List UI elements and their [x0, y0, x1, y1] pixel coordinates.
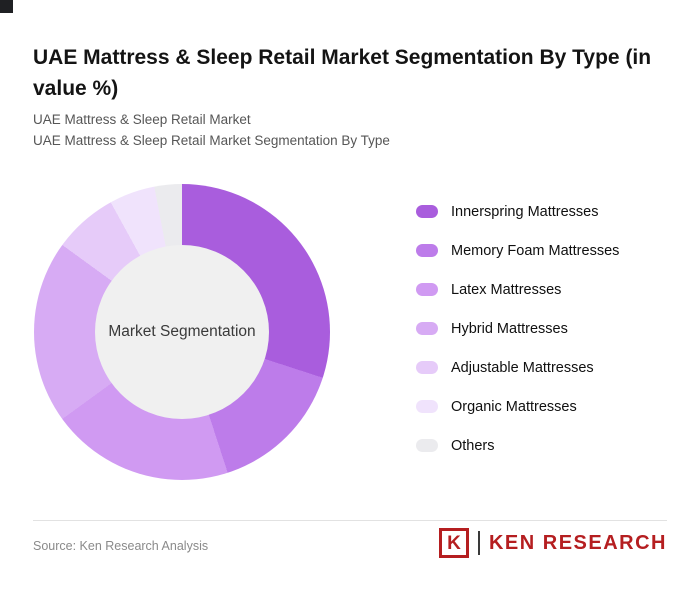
page-title: UAE Mattress & Sleep Retail Market Segme… — [33, 46, 652, 101]
legend-item: Organic Mattresses — [416, 398, 619, 415]
legend-item: Adjustable Mattresses — [416, 359, 619, 376]
legend-swatch — [416, 400, 438, 413]
legend-swatch — [416, 205, 438, 218]
legend-item: Hybrid Mattresses — [416, 320, 619, 337]
window-corner-artifact — [0, 0, 13, 13]
chart-legend: Innerspring Mattresses Memory Foam Mattr… — [416, 203, 620, 454]
legend-item: Innerspring Mattresses — [416, 203, 619, 220]
footer-divider — [33, 520, 667, 521]
donut-hole: Market Segmentation — [95, 245, 269, 419]
legend-label: Memory Foam Mattresses — [451, 242, 620, 259]
subtitle-line-1: UAE Mattress & Sleep Retail Market — [33, 112, 251, 127]
legend-swatch — [416, 361, 438, 374]
legend-label: Hybrid Mattresses — [451, 320, 568, 337]
legend-swatch — [416, 283, 438, 296]
legend-swatch — [416, 244, 438, 257]
legend-label: Latex Mattresses — [451, 281, 562, 298]
donut-center-label: Market Segmentation — [108, 323, 256, 340]
legend-label: Others — [451, 437, 495, 454]
legend-swatch — [416, 322, 438, 335]
legend-item: Others — [416, 437, 619, 454]
subtitle-line-2: UAE Mattress & Sleep Retail Market Segme… — [33, 133, 390, 148]
source-text: Source: Ken Research Analysis — [33, 539, 209, 553]
legend-label: Innerspring Mattresses — [451, 203, 599, 220]
chart-subtitles: UAE Mattress & Sleep Retail Market UAE M… — [33, 109, 390, 151]
legend-item: Memory Foam Mattresses — [416, 242, 620, 259]
logo-separator — [477, 531, 480, 555]
legend-label: Adjustable Mattresses — [451, 359, 594, 376]
legend-swatch — [416, 439, 438, 452]
legend-item: Latex Mattresses — [416, 281, 619, 298]
ken-research-logo: K KEN RESEARCH — [438, 528, 667, 558]
ken-research-logo-icon: K — [438, 528, 469, 558]
ken-research-logo-text: KEN RESEARCH — [488, 531, 667, 554]
legend-label: Organic Mattresses — [451, 398, 577, 415]
donut-chart-area: Market Segmentation — [34, 184, 330, 480]
